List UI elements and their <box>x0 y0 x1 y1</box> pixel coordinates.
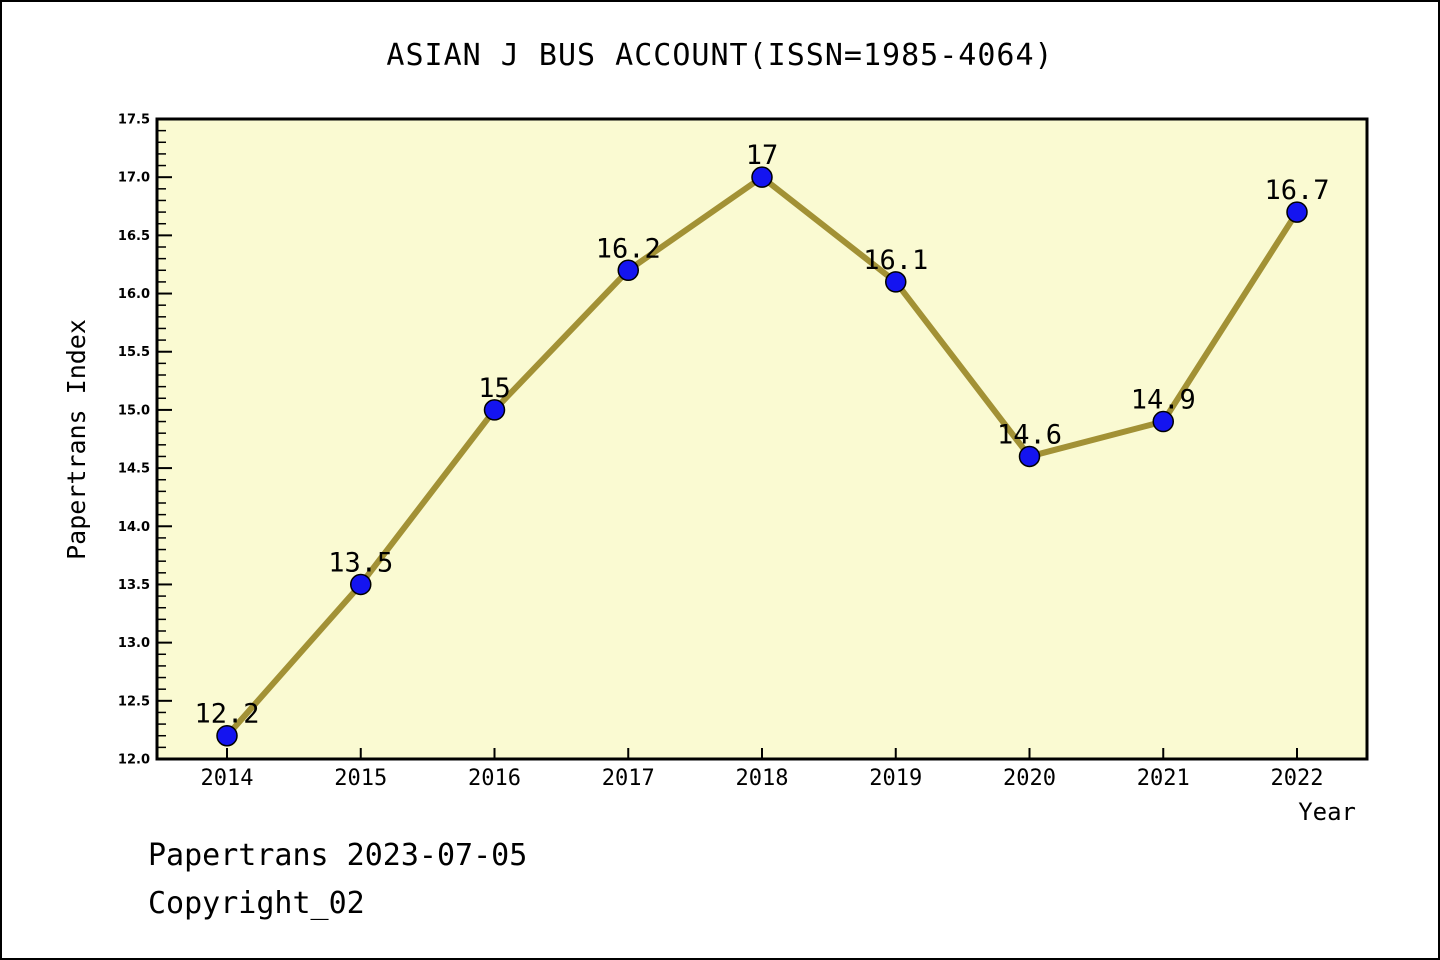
data-point-label: 13.5 <box>328 547 393 578</box>
x-tick-label: 2019 <box>869 766 922 791</box>
x-tick-label: 2022 <box>1271 766 1324 791</box>
y-tick-label: 17.5 <box>118 113 150 128</box>
x-tick-label: 2020 <box>1003 766 1056 791</box>
y-axis-title: Papertrans Index <box>61 318 91 560</box>
data-point <box>1152 410 1174 433</box>
data-point <box>751 166 773 188</box>
y-tick-label: 12.5 <box>118 694 150 709</box>
y-tick-label: 13.0 <box>118 636 150 651</box>
y-tick-label: 16.0 <box>118 287 150 302</box>
y-axis-title-container: Papertrans Index <box>54 119 98 759</box>
y-tick-label: 14.5 <box>118 462 150 477</box>
y-tick-label: 15.5 <box>118 345 150 360</box>
data-point-label: 16.1 <box>863 245 928 276</box>
data-point <box>617 259 639 282</box>
y-tick-label: 17.0 <box>118 171 150 186</box>
x-axis-title: Year <box>1298 798 1356 826</box>
x-tick-label: 2014 <box>201 766 254 791</box>
data-point <box>483 399 506 421</box>
data-point-label: 16.2 <box>596 233 661 264</box>
x-tick-label: 2018 <box>736 766 789 791</box>
y-tick-label: 15.0 <box>118 403 150 418</box>
x-tick-label: 2017 <box>602 766 655 791</box>
data-point-label: 17 <box>746 140 779 171</box>
y-tick-label: 14.0 <box>118 520 150 535</box>
data-point-label: 14.9 <box>1131 385 1196 416</box>
watermark-copyright: Copyright_02 <box>148 886 365 921</box>
watermark-source-date: Papertrans 2023-07-05 <box>148 838 528 873</box>
data-point-label: 15 <box>478 373 511 404</box>
data-point-label: 16.7 <box>1264 175 1329 206</box>
x-tick-label: 2015 <box>334 766 387 791</box>
data-point <box>885 271 907 293</box>
plot-background <box>155 117 1369 761</box>
data-point-label: 14.6 <box>997 419 1062 450</box>
data-point <box>350 573 372 596</box>
x-tick-label: 2021 <box>1137 766 1190 791</box>
data-point <box>1018 445 1041 468</box>
data-point <box>216 724 238 747</box>
y-tick-label: 16.5 <box>118 229 150 244</box>
y-tick-label: 12.0 <box>118 753 150 768</box>
x-tick-label: 2016 <box>468 766 521 791</box>
data-point-label: 12.2 <box>194 699 259 730</box>
chart-title: ASIAN J BUS ACCOUNT(ISSN=1985-4064) <box>386 38 1054 73</box>
y-tick-label: 13.5 <box>118 578 150 593</box>
data-point <box>1286 201 1308 223</box>
